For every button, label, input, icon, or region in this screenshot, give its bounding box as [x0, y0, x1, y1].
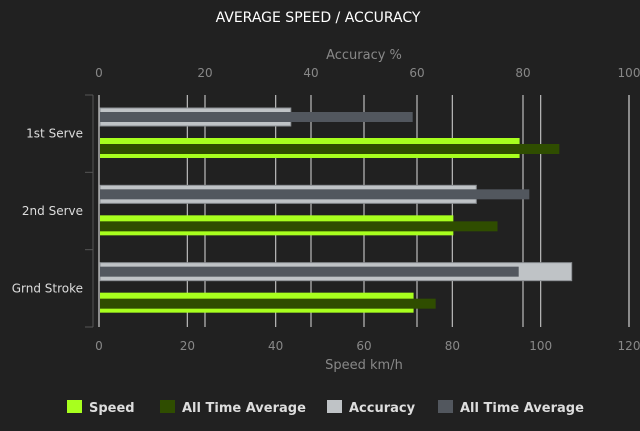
top-tick-label: 60 — [409, 66, 424, 80]
bottom-tick-label: 80 — [445, 339, 460, 353]
bottom-tick-label: 20 — [180, 339, 195, 353]
bottom-axis-label: Speed km/h — [325, 358, 403, 373]
top-tick-label: 80 — [515, 66, 530, 80]
accuracy-average-bar — [100, 266, 519, 277]
speed-average-bar — [100, 221, 498, 232]
legend-swatch — [160, 400, 175, 413]
category-label: 1st Serve — [26, 127, 83, 141]
category-label: 2nd Serve — [22, 204, 83, 218]
accuracy-average-bar — [100, 112, 413, 122]
category-label: Grnd Stroke — [12, 281, 83, 295]
legend-label: Accuracy — [349, 401, 416, 416]
top-tick-label: 0 — [95, 66, 103, 80]
speed-average-bar — [100, 298, 436, 309]
top-axis-label: Accuracy % — [326, 48, 402, 63]
top-tick-label: 40 — [303, 66, 318, 80]
bottom-tick-label: 60 — [356, 339, 371, 353]
top-tick-label: 20 — [197, 66, 212, 80]
legend-swatch — [67, 400, 82, 413]
top-tick-label: 100 — [618, 66, 640, 80]
legend-label: Speed — [89, 401, 135, 416]
legend-label: All Time Average — [182, 401, 306, 416]
bottom-tick-label: 0 — [95, 339, 103, 353]
chart-title: AVERAGE SPEED / ACCURACY — [216, 10, 421, 26]
legend-swatch — [327, 400, 342, 413]
bottom-tick-label: 40 — [268, 339, 283, 353]
legend-swatch — [438, 400, 453, 413]
legend-label: All Time Average — [460, 401, 584, 416]
bottom-tick-label: 120 — [618, 339, 640, 353]
bottom-tick-label: 100 — [529, 339, 552, 353]
accuracy-average-bar — [100, 189, 530, 200]
speed-average-bar — [100, 144, 560, 154]
